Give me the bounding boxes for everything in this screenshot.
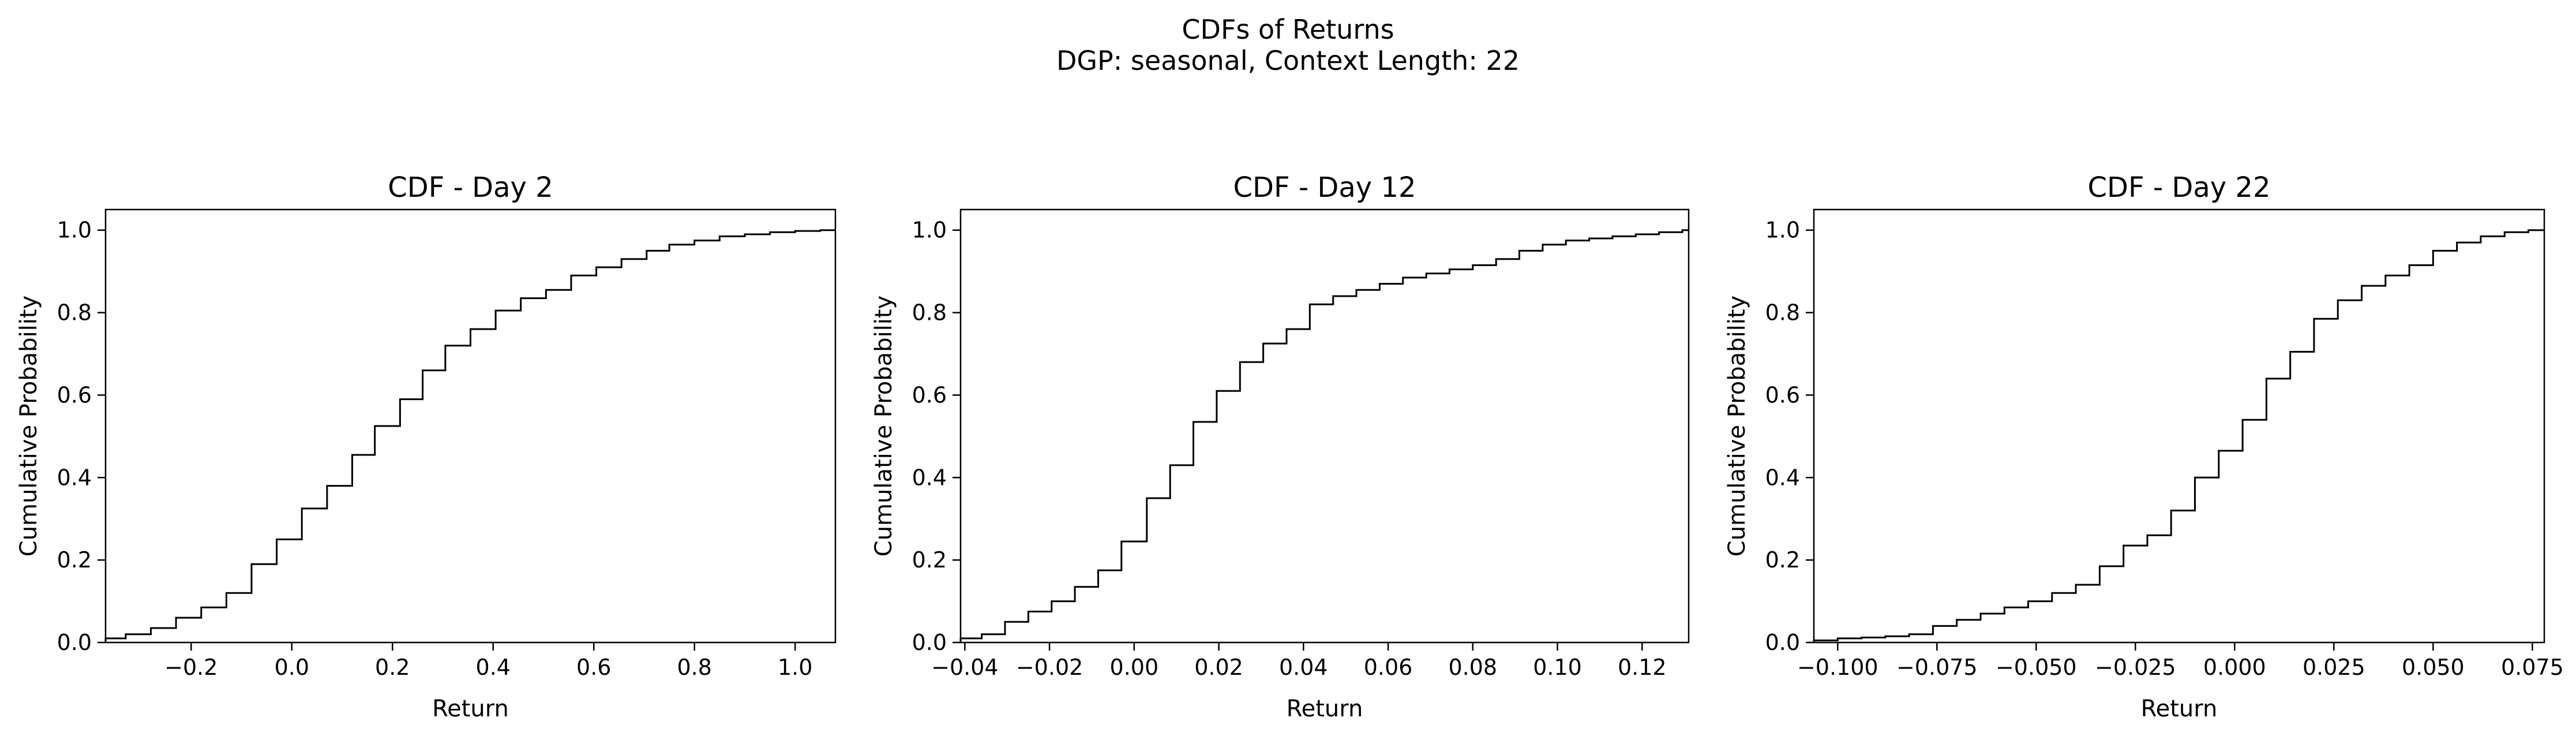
y-tick-label-3-4: 0.8: [1765, 300, 1800, 326]
x-axis-label-2: Return: [1287, 696, 1363, 722]
axes-frame-3: [1813, 208, 2545, 644]
x-tick-label-3-4: 0.000: [2203, 655, 2266, 680]
y-tick-label-3-1: 0.2: [1765, 547, 1800, 573]
x-tick-label-3-6: 0.050: [2402, 655, 2465, 680]
y-tick-label-2-5: 1.0: [912, 218, 947, 243]
x-tick-label-3-0: −0.100: [1797, 655, 1878, 680]
x-tick-label-3-2: −0.050: [1996, 655, 2077, 680]
y-tick-label-1-0: 0.0: [57, 630, 92, 655]
panel-title-2: CDF - Day 12: [1233, 171, 1416, 204]
x-tick-label-2-4: 0.04: [1279, 655, 1328, 680]
y-axis-label-1: Cumulative Probability: [16, 296, 42, 556]
chart-panel-1: −0.2 0.0 0.2 0.4 0.6 0.8 1.0 0.0 0.2 0.4 0.6 0.8 1.0…: [16, 171, 837, 722]
y-tick-label-2-3: 0.6: [912, 382, 947, 408]
x-tick-label-1-5: 0.8: [677, 655, 712, 680]
x-tick-label-2-5: 0.06: [1364, 655, 1413, 680]
y-tick-label-3-2: 0.4: [1765, 465, 1800, 490]
x-tick-label-1-0: −0.2: [164, 655, 218, 680]
y-tick-label-1-3: 0.6: [57, 382, 92, 408]
axes-frame-1: [104, 208, 837, 644]
y-tick-label-3-3: 0.6: [1765, 382, 1800, 408]
x-axis-label-3: Return: [2141, 696, 2218, 722]
figure-subtitle: DGP: seasonal, Context Length: 22: [1056, 45, 1520, 76]
x-tick-label-2-7: 0.10: [1533, 655, 1582, 680]
x-tick-label-2-6: 0.08: [1448, 655, 1497, 680]
x-tick-label-2-8: 0.12: [1618, 655, 1667, 680]
chart-panel-2: −0.04 −0.02 0.00 0.02 0.04 0.06 0.08 0.10 0.12 0.…: [871, 171, 1690, 722]
panel-title-3: CDF - Day 22: [2087, 171, 2270, 204]
x-axis-label-1: Return: [432, 696, 509, 722]
x-tick-label-1-4: 0.6: [576, 655, 611, 680]
y-axis-label-2: Cumulative Probability: [871, 296, 897, 556]
x-tick-label-1-1: 0.0: [275, 655, 309, 680]
y-tick-label-3-5: 1.0: [1765, 218, 1800, 243]
x-tick-label-1-3: 0.4: [476, 655, 511, 680]
x-tick-label-2-0: −0.04: [931, 655, 998, 680]
y-tick-label-2-0: 0.0: [912, 630, 947, 655]
cdf-step-line-3: [1813, 229, 2544, 642]
y-tick-label-1-4: 0.8: [57, 300, 92, 326]
y-tick-label-2-2: 0.4: [912, 465, 947, 490]
panel-title-1: CDF - Day 2: [388, 171, 553, 204]
y-tick-label-2-4: 0.8: [912, 300, 947, 326]
x-tick-label-2-2: 0.00: [1110, 655, 1159, 680]
figure-title: CDFs of Returns: [1182, 14, 1394, 45]
x-tick-label-1-2: 0.2: [375, 655, 410, 680]
cdf-step-line-2: [959, 229, 1689, 642]
axes-frame-2: [959, 208, 1690, 644]
chart-panel-3: −0.100 −0.075 −0.050 −0.025 0.000 0.025 0.050 0…: [1724, 171, 2564, 722]
y-tick-label-3-0: 0.0: [1765, 630, 1800, 655]
cdf-step-line-1: [104, 229, 835, 642]
x-tick-label-3-1: −0.075: [1896, 655, 1978, 680]
y-tick-label-1-5: 1.0: [57, 218, 92, 243]
x-tick-label-3-5: 0.025: [2303, 655, 2365, 680]
x-tick-label-2-3: 0.02: [1194, 655, 1243, 680]
y-tick-label-2-1: 0.2: [912, 547, 947, 573]
y-tick-label-1-2: 0.4: [57, 465, 92, 490]
x-tick-label-2-1: −0.02: [1016, 655, 1083, 680]
x-tick-label-1-6: 1.0: [778, 655, 812, 680]
x-tick-label-3-7: 0.075: [2501, 655, 2564, 680]
x-tick-label-3-3: −0.025: [2095, 655, 2176, 680]
y-tick-label-1-1: 0.2: [57, 547, 92, 573]
y-axis-label-3: Cumulative Probability: [1724, 296, 1750, 556]
